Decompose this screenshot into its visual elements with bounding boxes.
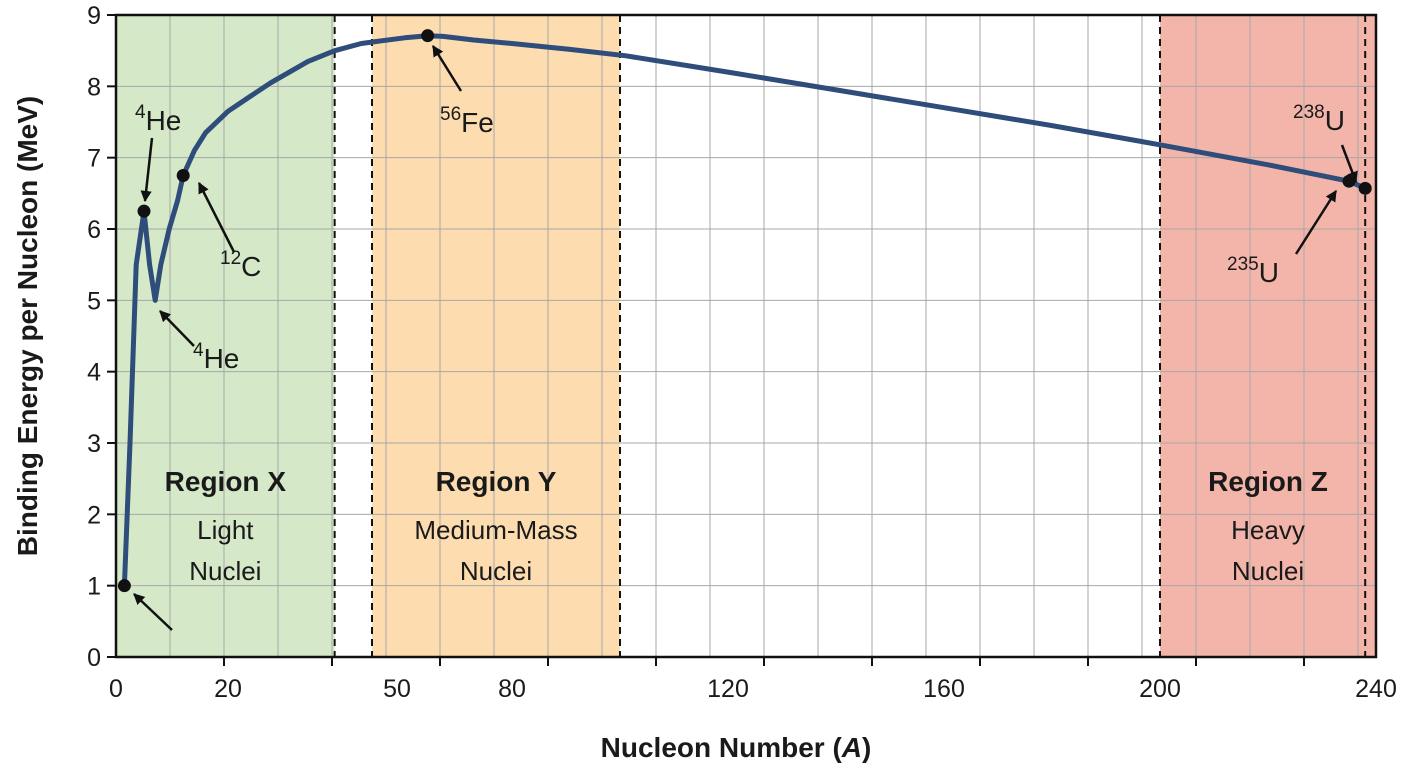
region-band-0 <box>116 15 335 657</box>
annotation-symbol: U <box>1325 105 1345 136</box>
annotation-superscript: 4 <box>193 340 204 361</box>
region-subtitle-line1: Light <box>197 515 254 545</box>
annotation-superscript: 12 <box>220 248 241 269</box>
annotation-symbol: He <box>204 343 240 374</box>
annotation-label: 235U <box>1227 254 1279 288</box>
region-title: Region X <box>165 466 287 497</box>
annotation-superscript: 56 <box>440 104 461 125</box>
data-point <box>137 204 151 218</box>
annotation-label: 56Fe <box>440 104 494 138</box>
y-tick-label: 6 <box>87 216 101 244</box>
region-band-1 <box>372 15 620 657</box>
region-subtitle-line2: Nuclei <box>189 556 261 586</box>
region-subtitle-line2: Nuclei <box>460 556 532 586</box>
y-tick-label: 0 <box>87 644 101 672</box>
annotation-symbol: U <box>1259 257 1279 288</box>
x-tick-label: 200 <box>1139 675 1181 703</box>
x-axis-title-variable: A <box>841 732 862 763</box>
annotation-label: 4He <box>193 340 239 374</box>
region-subtitle-line1: Medium-Mass <box>414 515 577 545</box>
axes <box>107 13 1378 666</box>
annotation-arrow <box>1294 190 1338 255</box>
annotation-arrow <box>197 181 236 253</box>
y-axis-title: Binding Energy per Nucleon (MeV) <box>12 96 43 556</box>
x-tick-label: 20 <box>214 675 242 703</box>
y-tick-label: 3 <box>87 430 101 458</box>
region-title: Region Z <box>1208 466 1328 497</box>
y-tick-label: 8 <box>87 73 101 101</box>
annotation-arrow <box>1340 144 1358 184</box>
grid <box>115 14 1376 658</box>
data-point <box>176 169 190 182</box>
annotation-superscript: 235 <box>1227 254 1259 275</box>
annotation-label: 12C <box>220 248 261 282</box>
annotation-arrow <box>159 310 195 347</box>
data-point <box>421 29 435 43</box>
region-backgrounds <box>116 15 1376 657</box>
annotation-symbol: He <box>146 105 182 136</box>
region-subtitle-line1: Heavy <box>1231 515 1305 545</box>
annotation-superscript: 4 <box>135 102 146 123</box>
x-axis-title: Nucleon Number (A) <box>601 732 872 763</box>
x-tick-label: 160 <box>923 675 965 703</box>
region-title: Region Y <box>436 466 557 497</box>
x-axis-title-end: ) <box>862 732 871 763</box>
x-tick-label: 0 <box>109 675 123 703</box>
x-tick-label: 120 <box>707 675 749 703</box>
region-labels: Region X Light Nuclei Region Y Medium-Mass Nu… <box>165 466 1328 586</box>
annotation-arrow <box>133 593 173 631</box>
y-tick-label: 2 <box>87 501 101 529</box>
plot-frame <box>114 13 1378 659</box>
y-tick-label: 7 <box>87 145 101 173</box>
annotation-symbol: Fe <box>461 107 494 138</box>
annotation-superscript: 238 <box>1293 102 1325 123</box>
annotation-arrow <box>140 137 154 203</box>
x-tick-label: 50 <box>383 675 411 703</box>
data-point <box>1358 181 1372 195</box>
region-subtitle-line2: Nuclei <box>1232 556 1304 586</box>
y-tick-label: 9 <box>87 2 101 30</box>
y-tick-label: 1 <box>87 573 101 601</box>
x-tick-label: 80 <box>498 675 526 703</box>
annotation-label: 4He <box>135 102 181 136</box>
x-tick-label: 240 <box>1355 675 1397 703</box>
y-tick-label: 5 <box>87 287 101 315</box>
annotation-arrow <box>431 45 463 92</box>
x-axis-title-main: Nucleon Number ( <box>601 732 843 763</box>
annotation-label: 238U <box>1293 102 1345 136</box>
binding-energy-curve <box>121 33 1368 589</box>
data-point <box>117 579 131 593</box>
y-tick-label: 4 <box>87 359 101 387</box>
annotation-symbol: C <box>241 251 261 282</box>
